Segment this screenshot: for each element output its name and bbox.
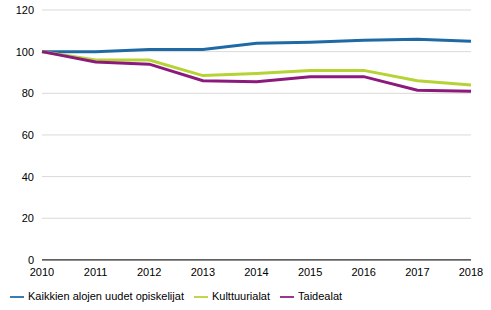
svg-text:20: 20 [22, 212, 34, 224]
svg-text:100: 100 [16, 46, 34, 58]
svg-text:60: 60 [22, 129, 34, 141]
svg-text:80: 80 [22, 87, 34, 99]
html-text:Kaikkien alojen uudet opiskeli: Kaikkien alojen uudet opiskelijat [28, 289, 184, 302]
svg-text:2015: 2015 [298, 266, 322, 278]
html-text:Kulttuurialat: Kulttuurialat [211, 289, 270, 302]
svg-text:2013: 2013 [191, 266, 215, 278]
svg-text:40: 40 [22, 171, 34, 183]
svg-text:120: 120 [16, 4, 34, 16]
html-text:Taidealat: Taidealat [298, 289, 343, 302]
svg-text:2012: 2012 [137, 266, 161, 278]
svg-text:0: 0 [28, 254, 34, 266]
svg-text:2017: 2017 [405, 266, 429, 278]
svg-text:2010: 2010 [30, 266, 54, 278]
svg-text:2014: 2014 [244, 266, 268, 278]
svg-text:2011: 2011 [84, 266, 108, 278]
svg-text:2016: 2016 [352, 266, 376, 278]
svg-text:2018: 2018 [459, 266, 483, 278]
